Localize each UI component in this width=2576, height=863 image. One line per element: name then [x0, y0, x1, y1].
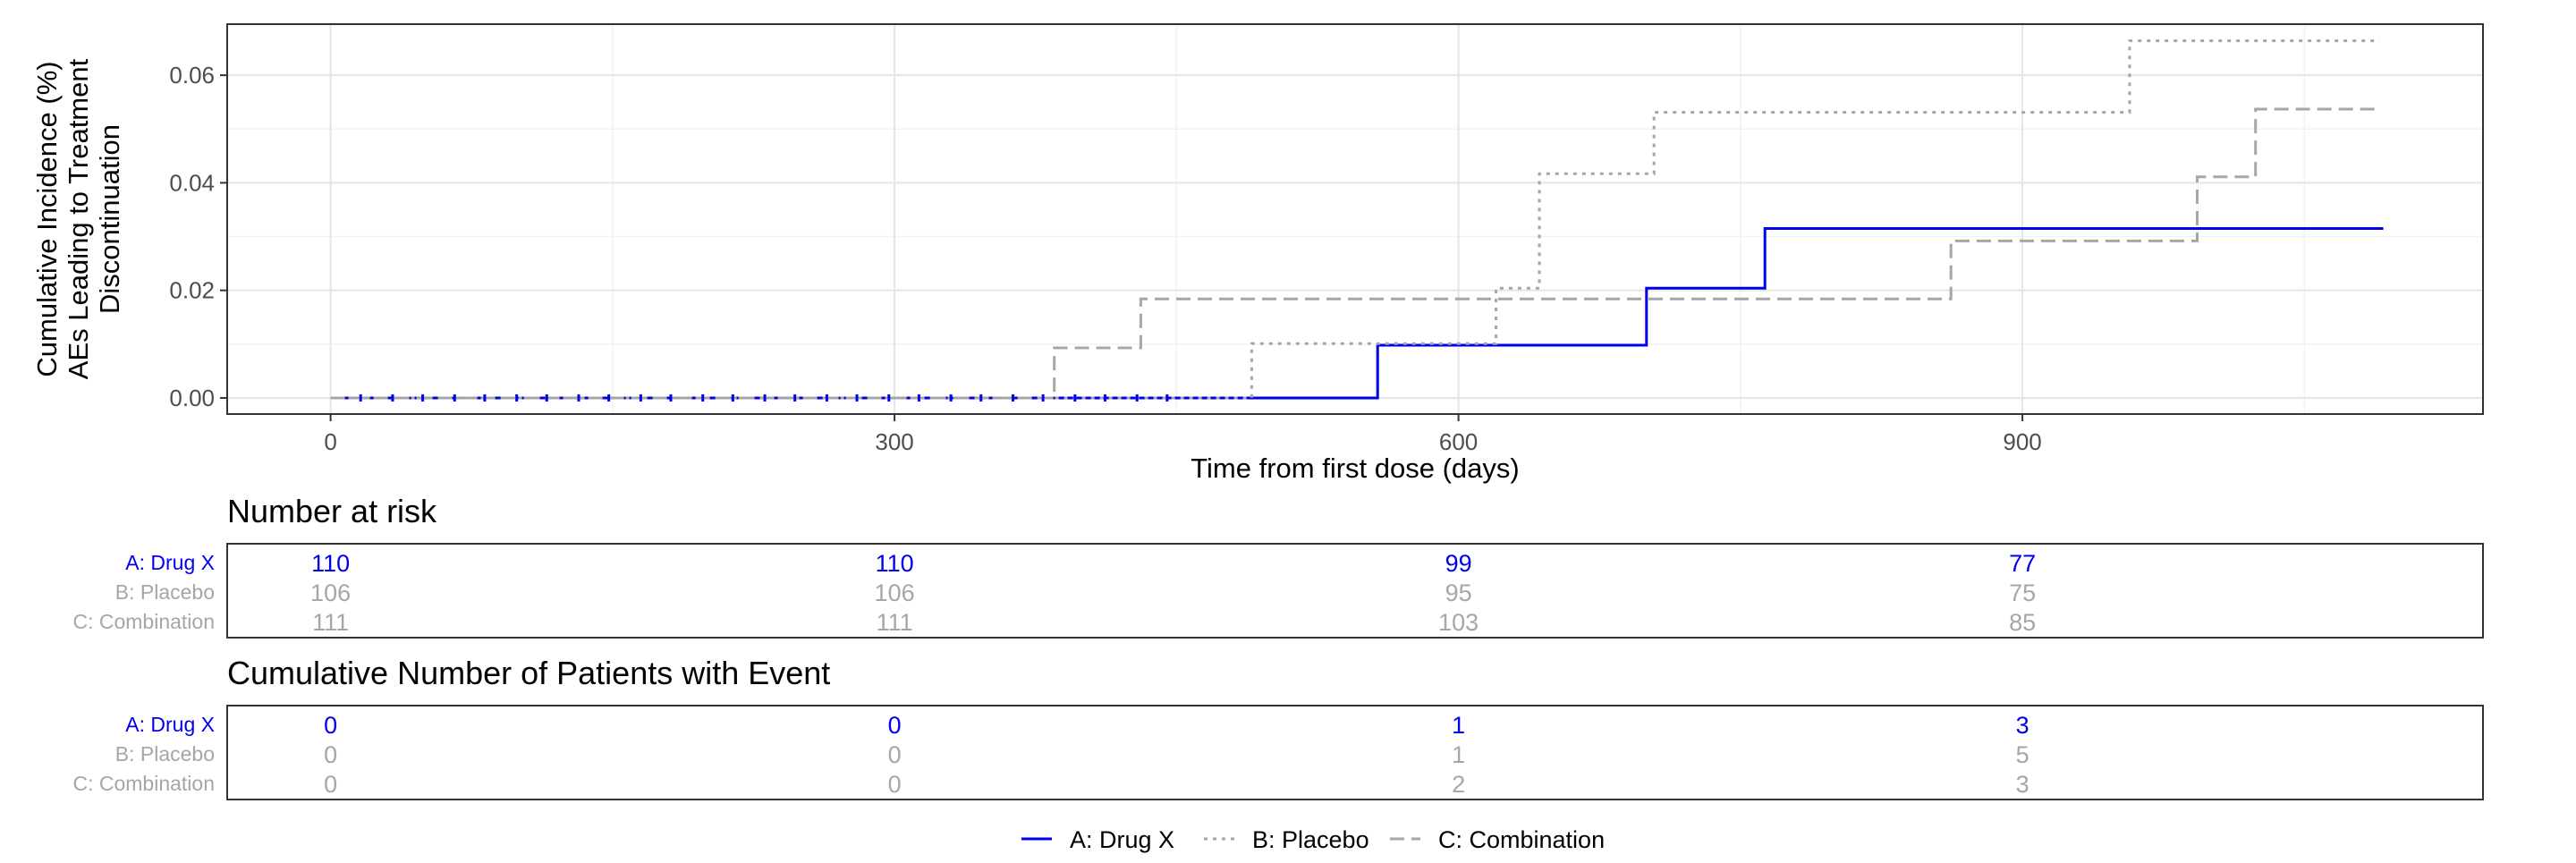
x-tick-label: 900: [2003, 428, 2041, 455]
series-line: [330, 227, 2384, 400]
event_table-cell: 0: [324, 741, 337, 768]
legend: A: Drug X B: Placebo C: Combination: [1021, 826, 1605, 853]
risk_table-cell: 103: [1438, 609, 1479, 636]
event_table-border: [226, 705, 2484, 800]
y-tick-label: 0.04: [169, 169, 215, 196]
y-axis-title-line: Discontinuation: [94, 124, 125, 314]
event-table: Cumulative Number of Patients with Event…: [72, 655, 2484, 800]
y-axis-title-line: Cumulative Incidence (%): [31, 61, 63, 377]
risk_table-border: [226, 543, 2484, 639]
risk_table-cell: 99: [1445, 550, 1472, 577]
event_table-row-label: A: Drug X: [125, 713, 215, 736]
risk_table-cell: 95: [1445, 580, 1472, 606]
legend-label: C: Combination: [1438, 826, 1605, 853]
event_table-cell: 0: [888, 712, 902, 739]
y-tick-label: 0.06: [169, 62, 215, 89]
event_table-cell: 0: [324, 712, 337, 739]
risk-table: Number at risk A: Drug X 110 110 99 77 B: Pla…: [72, 493, 2484, 639]
x-axis-title: Time from first dose (days): [1191, 453, 1519, 484]
event-table-title: Cumulative Number of Patients with Event: [227, 655, 830, 691]
risk_table-cell: 106: [875, 580, 915, 606]
series-line: [330, 39, 2380, 400]
y-tick-label: 0.00: [169, 385, 215, 411]
series-line: [330, 107, 2380, 400]
event_table-row-label: C: Combination: [72, 772, 215, 795]
y-axis-title: Cumulative Incidence (%) AEs Leading to T…: [31, 58, 125, 379]
event_table-cell: 1: [1452, 741, 1465, 768]
risk_table-row-label: C: Combination: [72, 610, 215, 633]
x-tick-label: 600: [1439, 428, 1478, 455]
event_table-cell: 3: [2016, 712, 2029, 739]
risk_table-cell: 111: [877, 609, 913, 636]
plot-panel: 0 300 600 900 0.00 0.02 0.04 0.06: [169, 23, 2484, 455]
event_table-cell: 0: [888, 771, 902, 798]
event_table-cell: 5: [2016, 741, 2029, 768]
risk_table-cell: 75: [2009, 580, 2036, 606]
event_table-cell: 0: [888, 741, 902, 768]
risk_table-cell: 110: [876, 550, 914, 577]
risk_table-row-label: A: Drug X: [125, 551, 215, 574]
legend-label: B: Placebo: [1252, 826, 1369, 853]
legend-label: A: Drug X: [1070, 826, 1174, 853]
x-tick-label: 300: [875, 428, 913, 455]
event_table-cell: 2: [1452, 771, 1465, 798]
risk-table-title: Number at risk: [227, 493, 437, 529]
risk_table-cell: 106: [310, 580, 351, 606]
risk_table-cell: 85: [2009, 609, 2036, 636]
x-tick-label: 0: [324, 428, 336, 455]
risk_table-cell: 77: [2009, 550, 2036, 577]
event_table-cell: 3: [2016, 771, 2029, 798]
y-tick-label: 0.02: [169, 277, 215, 304]
event_table-row-label: B: Placebo: [115, 742, 215, 766]
y-axis-title-line: AEs Leading to Treatment: [63, 58, 94, 379]
event_table-cell: 0: [324, 771, 337, 798]
risk_table-row-label: B: Placebo: [115, 580, 215, 604]
risk_table-cell: 110: [311, 550, 350, 577]
risk_table-cell: 111: [312, 609, 349, 636]
plot-border: [226, 23, 2484, 415]
event_table-cell: 1: [1452, 712, 1465, 739]
